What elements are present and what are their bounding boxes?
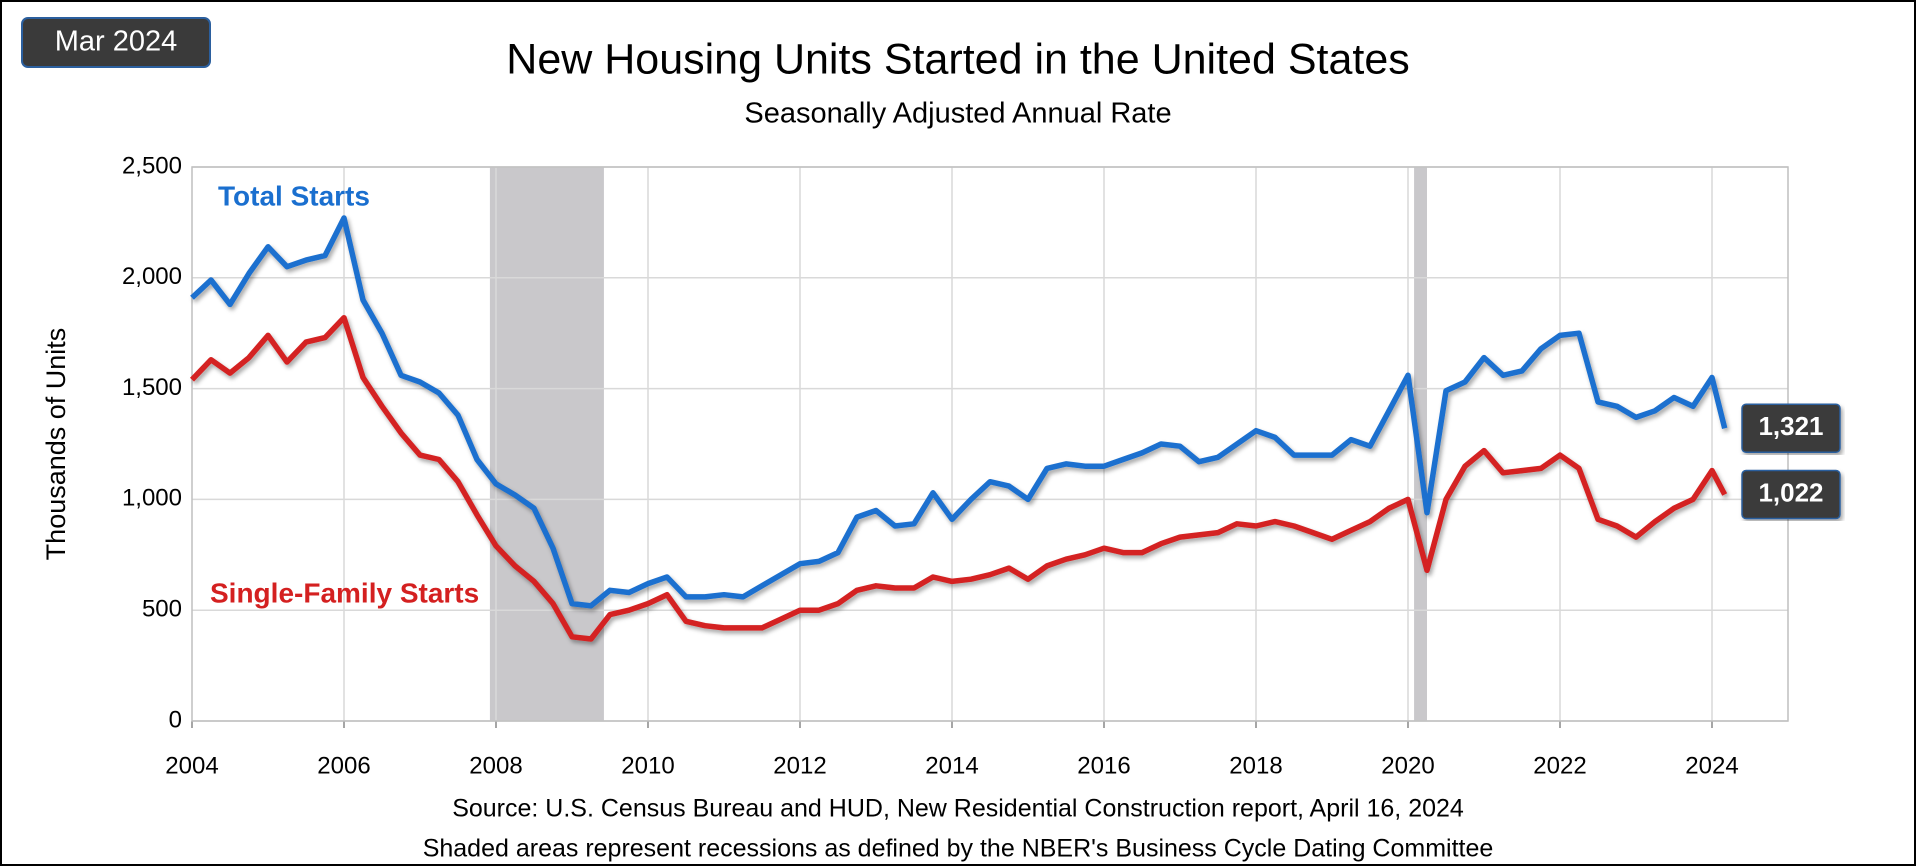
end-label-box — [1741, 403, 1841, 454]
x-tick-label: 2022 — [1533, 752, 1586, 779]
x-tick-label: 2010 — [621, 752, 674, 779]
end-label: 1,321 — [1758, 411, 1823, 441]
y-tick-label: 2,500 — [122, 152, 182, 179]
x-tick-label: 2012 — [773, 752, 826, 779]
y-tick-label: 2,000 — [122, 263, 182, 290]
x-tick-label: 2016 — [1077, 752, 1130, 779]
legend-label: Single-Family Starts — [210, 577, 479, 608]
end-label-box — [1741, 469, 1841, 520]
legend-label: Total Starts — [218, 180, 370, 211]
end-label: 1,022 — [1758, 477, 1823, 507]
recession-shade — [489, 167, 604, 721]
source-note: Source: U.S. Census Bureau and HUD, New … — [452, 795, 1464, 823]
y-tick-label: 1,000 — [122, 485, 182, 512]
x-tick-label: 2020 — [1381, 752, 1434, 779]
x-tick-label: 2014 — [925, 752, 978, 779]
x-tick-label: 2008 — [469, 752, 522, 779]
x-tick-label: 2006 — [317, 752, 370, 779]
y-tick-label: 500 — [142, 596, 182, 623]
plot-area: 0 500 1,000 1,500 2,000 2,500 2004 2006 2008 2010… — [122, 152, 1841, 779]
recession-note: Shaded areas represent recessions as def… — [423, 835, 1494, 863]
chart-title: New Housing Units Started in the United … — [506, 35, 1409, 83]
date-badge: Mar 2024 — [55, 26, 178, 58]
chart-subtitle: Seasonally Adjusted Annual Rate — [744, 98, 1171, 130]
series-line — [190, 215, 1728, 609]
y-tick-label: 0 — [169, 706, 182, 733]
recession-shade — [1414, 167, 1427, 721]
x-tick-label: 2018 — [1229, 752, 1282, 779]
y-axis-label: Thousands of Units — [41, 328, 71, 561]
series-line — [190, 314, 1728, 642]
x-tick-label: 2024 — [1685, 752, 1738, 779]
y-tick-label: 1,500 — [122, 374, 182, 401]
x-tick-label: 2004 — [165, 752, 218, 779]
date-badge-box — [21, 17, 211, 68]
